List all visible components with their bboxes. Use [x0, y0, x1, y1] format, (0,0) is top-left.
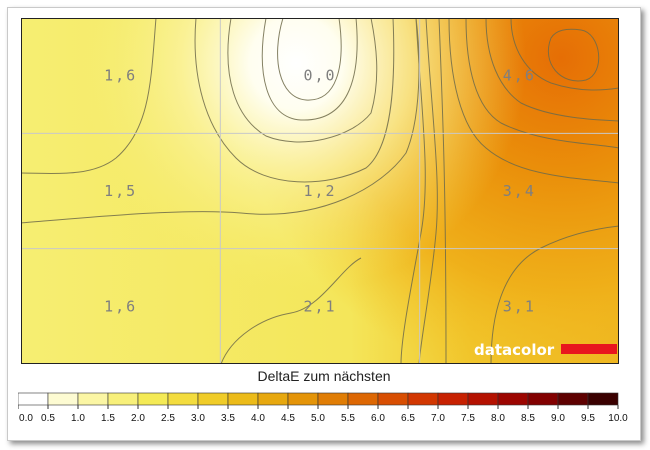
logo-bar [561, 344, 617, 354]
legend-swatch [107, 392, 139, 406]
legend-tick-label: 6.0 [371, 413, 385, 424]
legend-tick-label: 6.5 [401, 413, 415, 424]
contour-line [510, 18, 619, 91]
cell-value-label: 0,0 [303, 67, 336, 85]
legend-tick-label: 2.5 [161, 413, 175, 424]
contour-line [547, 28, 600, 82]
legend-tick-label: 0.0 [19, 413, 33, 424]
legend-tick-label: 4.0 [251, 413, 265, 424]
legend-title: DeltaE zum nächsten [257, 368, 391, 384]
cell-value-label: 3,1 [503, 297, 536, 315]
legend-tick-label: 1.0 [71, 413, 85, 424]
legend-tick-label: 1.5 [101, 413, 115, 424]
legend-swatch [407, 392, 439, 406]
legend-swatch [317, 392, 349, 406]
cell-value-label: 1,2 [303, 182, 336, 200]
cell-value-label: 3,4 [503, 182, 536, 200]
legend-tick-label: 7.0 [431, 413, 445, 424]
contour-line [490, 225, 619, 364]
legend-tick-label: 9.5 [581, 413, 595, 424]
legend-tick-label: 10.0 [608, 413, 628, 424]
grid-lines [21, 18, 619, 364]
legend-swatch [467, 392, 499, 406]
legend-tick-label: 9.0 [551, 413, 565, 424]
datacolor-logo: datacolor [474, 341, 617, 359]
heatmap-plot: 1,6 0,0 4,6 1,5 1,2 3,4 1,6 2,1 3,1 datacolor [21, 18, 619, 364]
contour-line [448, 18, 619, 184]
contour-line [194, 18, 395, 183]
legend-ticks: 0.0 0.5 1.0 1.5 2.0 2.5 3.0 3.5 4.0 4.5 5.0 5.5 6.0 6… [18, 405, 628, 424]
legend-swatch [227, 392, 259, 406]
cell-value-label: 1,5 [104, 182, 137, 200]
chart-frame: 1,6 0,0 4,6 1,5 1,2 3,4 1,6 2,1 3,1 datacolor De… [7, 7, 641, 441]
logo-text: datacolor [474, 341, 555, 359]
legend-swatch [47, 392, 79, 406]
legend-swatch [257, 392, 289, 406]
legend-swatch [557, 392, 589, 406]
legend-swatch [287, 392, 319, 406]
contour-line [277, 18, 342, 101]
legend-tick-label: 4.5 [281, 413, 295, 424]
legend-swatch [137, 392, 169, 406]
legend-swatch [77, 392, 109, 406]
legend-tick-label: 3.0 [191, 413, 205, 424]
legend-swatches [18, 392, 619, 406]
legend-tick-label: 8.5 [521, 413, 535, 424]
legend-swatch [587, 392, 619, 406]
contour-line [465, 18, 619, 149]
cell-labels: 1,6 0,0 4,6 1,5 1,2 3,4 1,6 2,1 3,1 [104, 67, 536, 316]
contour-line [21, 18, 157, 175]
cell-value-label: 1,6 [104, 67, 137, 85]
contour-line [21, 18, 420, 224]
contour-line [438, 18, 447, 364]
contour-line [400, 18, 426, 364]
heatmap-low-region [21, 18, 619, 364]
legend-tick-label: 7.5 [461, 413, 475, 424]
contour-line [418, 18, 438, 364]
legend-tick-label: 5.0 [311, 413, 325, 424]
legend-tick-label: 8.0 [491, 413, 505, 424]
legend-tick-label: 0.5 [41, 413, 55, 424]
contour-line [485, 18, 619, 122]
legend-tick-label: 5.5 [341, 413, 355, 424]
legend-swatch [437, 392, 469, 406]
color-scale-legend: 0.0 0.5 1.0 1.5 2.0 2.5 3.0 3.5 4.0 4.5 5.0 5.5 6.0 6… [18, 392, 628, 424]
contour-line [261, 18, 358, 121]
plot-border [21, 18, 619, 364]
legend-swatch [527, 392, 559, 406]
cell-value-label: 1,6 [104, 297, 137, 315]
legend-swatch [497, 392, 529, 406]
legend-swatch [347, 392, 379, 406]
legend-swatch [18, 392, 49, 406]
legend-swatch [377, 392, 409, 406]
legend-tick-label: 2.0 [131, 413, 145, 424]
cell-value-label: 4,6 [503, 67, 536, 85]
legend-swatch [167, 392, 199, 406]
cell-value-label: 2,1 [303, 297, 336, 315]
legend-swatch [197, 392, 229, 406]
contour-line [227, 18, 378, 143]
contour-line [220, 257, 362, 364]
legend-tick-label: 3.5 [221, 413, 235, 424]
contour-lines [21, 18, 619, 364]
